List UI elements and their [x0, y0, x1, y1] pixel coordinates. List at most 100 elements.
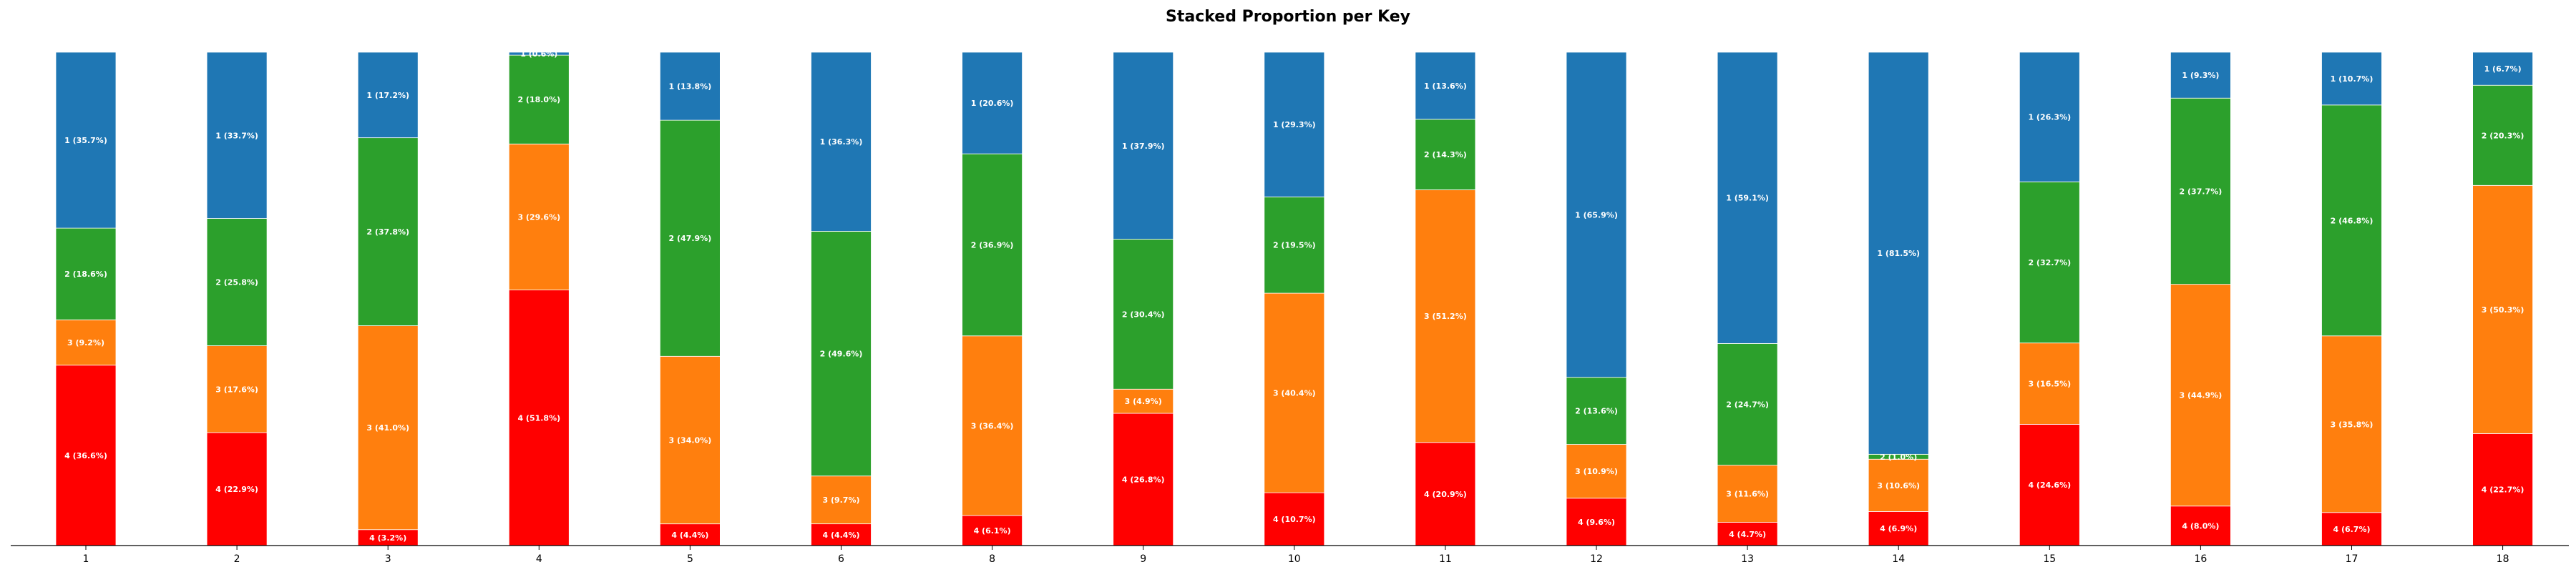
segment-label: 2 (49.6%) [820, 350, 863, 359]
bar-segment-1-key-3 [357, 51, 419, 139]
segment-label: 1 (13.6%) [1424, 82, 1467, 91]
segment-label: 3 (10.9%) [1575, 467, 1618, 476]
x-tick-label: 15 [2043, 553, 2056, 565]
segment-label: 1 (59.1%) [1726, 194, 1769, 203]
bar-segment-2-key-6 [811, 231, 872, 477]
bar-segment-1-key-14 [1868, 51, 1929, 455]
segment-label: 4 (20.9%) [1424, 490, 1467, 499]
segment-label: 1 (0.6%) [520, 49, 557, 59]
bar-segment-2-key-5 [660, 119, 721, 357]
bar-segment-2-key-15 [2019, 181, 2080, 344]
bar-segment-3-key-17 [2321, 335, 2382, 513]
segment-label: 1 (17.2%) [366, 91, 409, 100]
segment-label: 2 (36.9%) [971, 240, 1014, 250]
bar-segment-4-key-5 [660, 523, 721, 546]
bar-segment-3-key-6 [811, 475, 872, 525]
segment-label: 4 (6.1%) [974, 526, 1011, 536]
segment-label: 4 (9.6%) [1578, 518, 1615, 527]
x-axis: 1 2 3 4 5 6 8 9 10 11 12 13 14 15 16 17 18 [11, 545, 2569, 565]
x-tick-label: 16 [2194, 553, 2207, 565]
segment-label: 1 (13.8%) [669, 82, 712, 92]
bar-segment-4-key-17 [2321, 512, 2382, 546]
chart-title: Stacked Proportion per Key [1166, 8, 1410, 26]
segment-label: 1 (36.3%) [820, 137, 863, 147]
segment-label: 4 (6.9%) [1880, 524, 1917, 533]
bar-segment-2-key-2 [206, 218, 268, 346]
segment-label: 1 (10.7%) [2331, 74, 2373, 84]
x-tick-label: 1 [83, 553, 89, 565]
segment-label: 1 (35.7%) [64, 136, 107, 145]
bar-segment-2-key-4 [508, 54, 570, 144]
bar-segment-1-key-9 [1113, 51, 1174, 240]
segment-label: 2 (24.7%) [1726, 400, 1769, 410]
segment-label: 2 (14.3%) [1424, 150, 1467, 159]
segment-label: 3 (35.8%) [2331, 420, 2373, 429]
bar-segment-4-key-14 [1868, 511, 1929, 546]
segment-label: 3 (34.0%) [669, 435, 712, 445]
segment-label: 1 (65.9%) [1575, 210, 1618, 220]
segment-label: 3 (9.7%) [822, 495, 859, 505]
x-tick-label: 13 [1741, 553, 1754, 565]
bar-segment-1-key-12 [1566, 51, 1627, 378]
bar-segment-1-key-13 [1717, 51, 1778, 344]
segment-label: 2 (13.6%) [1575, 407, 1618, 416]
bars-group: 4 (36.6%) 3 (9.2%) 2 (18.6%) 1 (35.7%) 4 (22… [55, 49, 2534, 546]
bar-segment-4-key-1 [55, 365, 117, 546]
x-tick-label: 9 [1140, 553, 1146, 565]
bar-segment-2-key-18 [2472, 84, 2534, 186]
segment-label: 4 (24.6%) [2028, 480, 2071, 490]
segment-label: 2 (19.5%) [1273, 241, 1316, 250]
bar-segment-2-key-3 [357, 137, 419, 326]
bar-segment-1-key-17 [2321, 51, 2382, 106]
segment-label: 2 (18.0%) [517, 95, 560, 104]
segment-label: 4 (3.2%) [369, 533, 406, 543]
x-tick-label: 5 [687, 553, 693, 565]
segment-label: 3 (9.2%) [67, 338, 104, 347]
segment-label: 2 (37.8%) [366, 227, 409, 237]
segment-label: 2 (46.8%) [2331, 216, 2373, 225]
bar-segment-3-key-4 [508, 143, 570, 290]
segment-label: 4 (51.8%) [517, 413, 560, 423]
bar-segment-3-key-10 [1264, 292, 1325, 493]
bar-segment-1-key-16 [2170, 51, 2231, 99]
bar-segment-3-key-13 [1717, 465, 1778, 523]
segment-label: 2 (20.3%) [2482, 131, 2524, 140]
segment-label: 2 (32.7%) [2028, 258, 2071, 267]
x-tick-label: 6 [838, 553, 844, 565]
x-tick-label: 11 [1439, 553, 1452, 565]
segment-label: 4 (22.7%) [2482, 485, 2524, 495]
bar-segment-3-key-5 [660, 355, 721, 525]
segment-label: 2 (47.9%) [669, 234, 712, 243]
x-tick-label: 3 [385, 553, 391, 565]
bar-segment-1-key-2 [206, 51, 268, 219]
bar-segment-1-key-18 [2472, 51, 2534, 86]
x-tick-label: 2 [234, 553, 240, 565]
bar-segment-4-key-6 [811, 523, 872, 546]
bar-segment-2-key-9 [1113, 239, 1174, 390]
bar-segment-2-key-11 [1415, 119, 1476, 190]
bar-segment-4-key-11 [1415, 442, 1476, 546]
segment-label: 2 (1.0%) [1880, 453, 1917, 462]
segment-label: 4 (4.4%) [671, 531, 708, 540]
segment-label: 1 (81.5%) [1877, 249, 1920, 258]
bar-segment-3-key-1 [55, 319, 117, 366]
bar-segment-1-key-11 [1415, 51, 1476, 120]
bar-segment-3-key-14 [1868, 458, 1929, 512]
bar-segment-2-key-12 [1566, 377, 1627, 445]
x-tick-label: 4 [536, 553, 542, 565]
segment-label: 3 (16.5%) [2028, 380, 2071, 389]
segment-label: 3 (11.6%) [1726, 490, 1769, 499]
bar-segment-3-key-3 [357, 325, 419, 531]
bar-segment-2-key-17 [2321, 104, 2382, 337]
x-tick-label: 8 [989, 553, 995, 565]
segment-label: 3 (36.4%) [971, 421, 1014, 430]
segment-label: 3 (51.2%) [1424, 312, 1467, 321]
segment-label: 2 (30.4%) [1122, 310, 1165, 319]
bar-segment-4-key-2 [206, 432, 268, 546]
segment-label: 1 (37.9%) [1122, 142, 1165, 151]
bar-segment-3-key-8 [962, 335, 1023, 516]
segment-label: 4 (8.0%) [2182, 521, 2219, 531]
segment-label: 4 (22.9%) [215, 485, 258, 494]
segment-label: 3 (17.6%) [215, 385, 258, 394]
bar-segment-4-key-12 [1566, 498, 1627, 546]
